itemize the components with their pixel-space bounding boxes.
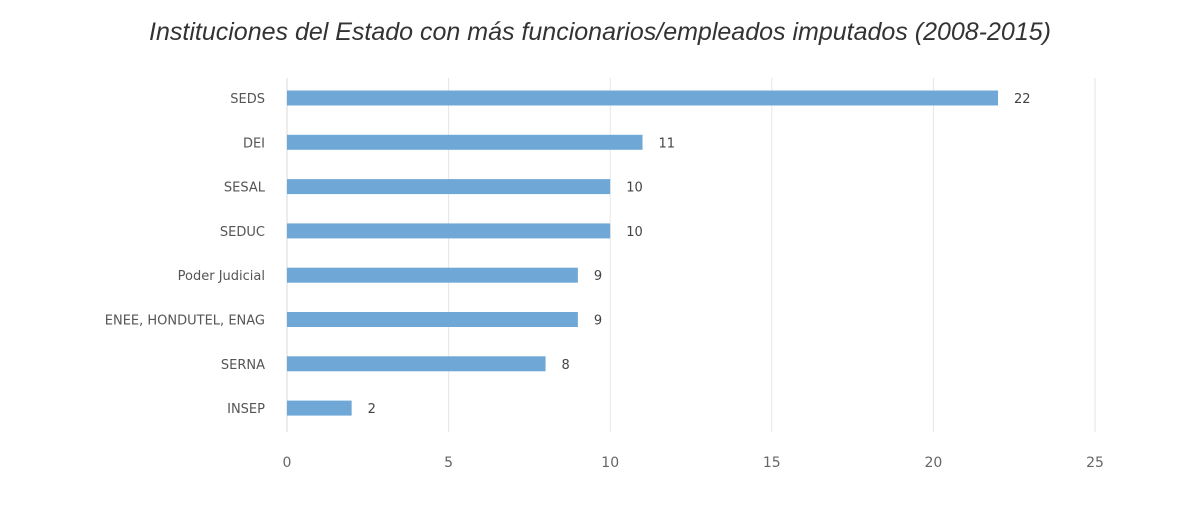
category-label: INSEP (227, 402, 265, 417)
data-label: 9 (594, 269, 602, 284)
bar (287, 312, 578, 327)
bar (287, 400, 352, 416)
data-label: 8 (562, 358, 570, 373)
chart-title: Instituciones del Estado con más funcion… (149, 18, 1051, 46)
category-label: SEDS (230, 92, 265, 107)
bar (287, 90, 999, 106)
bar (287, 134, 643, 150)
data-label: 10 (626, 225, 643, 240)
category-label: SESAL (224, 181, 266, 196)
data-label: 10 (626, 181, 643, 196)
category-label: SERNA (221, 358, 265, 373)
data-label: 9 (594, 314, 602, 329)
bar (287, 356, 546, 372)
x-tick-label: 25 (1086, 455, 1104, 471)
bar (287, 267, 578, 283)
category-label: ENEE, HONDUTEL, ENAG (105, 314, 265, 329)
bar (287, 179, 611, 195)
data-label: 2 (368, 402, 376, 417)
x-tick-label: 0 (283, 455, 292, 471)
x-tick-label: 15 (763, 455, 781, 471)
bar (287, 223, 611, 239)
data-label: 11 (659, 136, 676, 151)
x-tick-label: 10 (601, 455, 619, 471)
category-label: DEI (243, 136, 265, 151)
data-label: 22 (1014, 92, 1031, 107)
category-label: Poder Judicial (178, 269, 265, 284)
category-label: SEDUC (220, 225, 265, 240)
x-tick-label: 20 (924, 455, 942, 471)
x-tick-label: 5 (444, 455, 453, 471)
